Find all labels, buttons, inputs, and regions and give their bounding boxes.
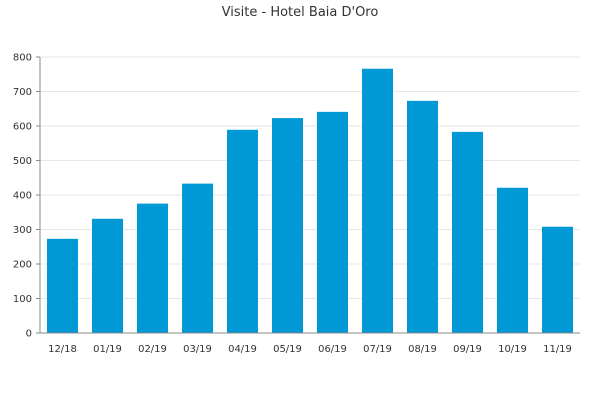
x-tick-label: 02/19	[138, 344, 167, 355]
bar-04-19	[227, 129, 258, 333]
y-tick-label: 800	[13, 53, 32, 64]
y-tick-label: 300	[13, 225, 32, 236]
bar-07-19	[362, 68, 393, 333]
bar-09-19	[452, 131, 483, 333]
bar-12-18	[47, 238, 78, 333]
axes	[39, 57, 580, 334]
y-tick-labels: 0 100 200 300 400 500 600 700 800	[13, 53, 32, 340]
bar-02-19	[137, 203, 168, 333]
chart-title: Visite - Hotel Baia D'Oro	[222, 5, 379, 20]
x-tick-label: 01/19	[93, 344, 122, 355]
x-tick-label: 07/19	[363, 344, 392, 355]
y-tick-label: 200	[13, 260, 32, 271]
bar-03-19	[182, 183, 213, 333]
x-tick-label: 08/19	[408, 344, 437, 355]
bar-10-19	[497, 187, 528, 333]
y-tick-label: 0	[26, 329, 32, 340]
gridlines	[36, 56, 580, 334]
x-tick-label: 05/19	[273, 344, 302, 355]
x-tick-label: 12/18	[48, 344, 77, 355]
x-tick-label: 03/19	[183, 344, 212, 355]
bars	[47, 68, 573, 333]
bar-11-19	[542, 226, 573, 333]
x-tick-label: 10/19	[498, 344, 527, 355]
x-tick-labels: 12/18 01/19 02/19 03/19 04/19 05/19 06/19 07/19…	[48, 344, 572, 355]
y-tick-label: 400	[13, 191, 32, 202]
bar-08-19	[407, 100, 438, 333]
y-tick-label: 100	[13, 294, 32, 305]
y-tick-label: 600	[13, 122, 32, 133]
bar-01-19	[92, 218, 123, 333]
y-tick-label: 700	[13, 87, 32, 98]
x-tick-label: 09/19	[453, 344, 482, 355]
y-tick-label: 500	[13, 156, 32, 167]
bar-06-19	[317, 111, 348, 333]
x-tick-label: 11/19	[543, 344, 572, 355]
x-tick-label: 04/19	[228, 344, 257, 355]
bar-05-19	[272, 118, 303, 333]
x-tick-label: 06/19	[318, 344, 347, 355]
